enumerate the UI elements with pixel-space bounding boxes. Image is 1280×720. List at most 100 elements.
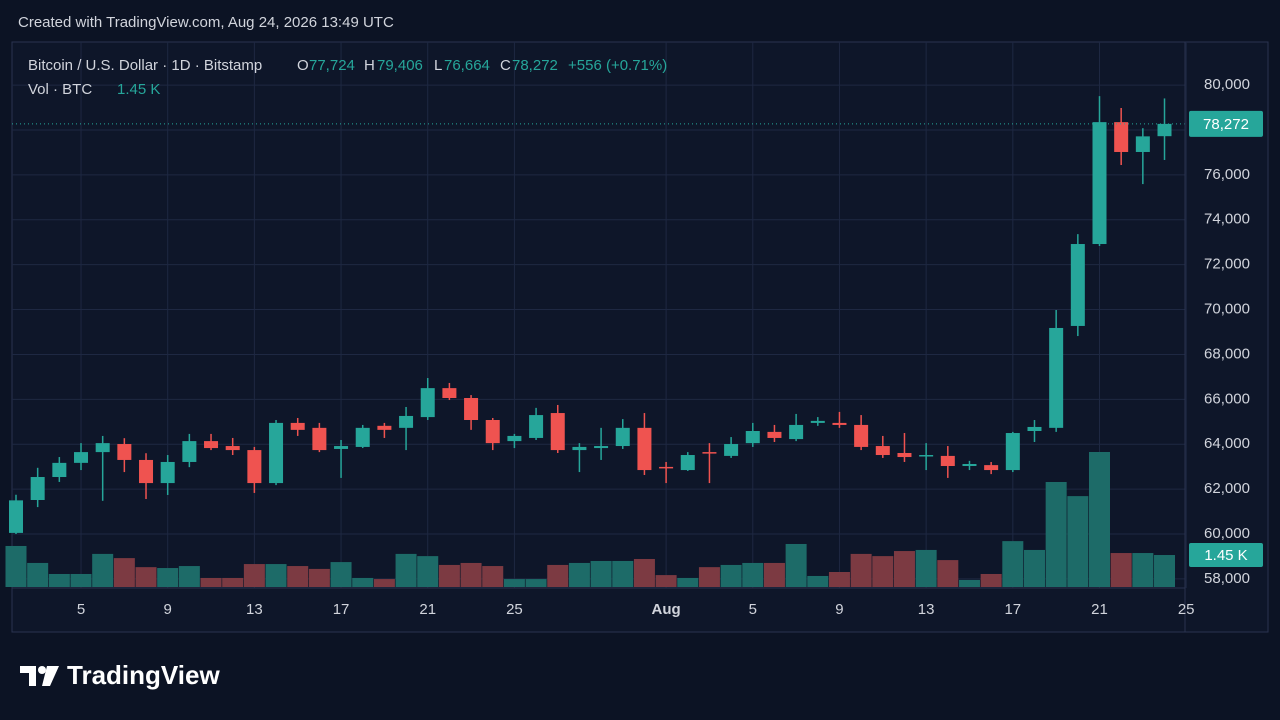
x-tick-label: 13 bbox=[918, 601, 935, 618]
y-tick-label: 74,000 bbox=[1204, 211, 1250, 228]
volume-bar bbox=[1089, 452, 1110, 587]
last-price-label: 78,272 bbox=[1203, 116, 1249, 133]
candle-body bbox=[550, 413, 565, 451]
y-tick-label: 72,000 bbox=[1204, 256, 1250, 273]
legend-high-label: H bbox=[364, 57, 375, 74]
volume-bar bbox=[980, 573, 1002, 587]
logo-mark bbox=[20, 666, 36, 686]
candle-body bbox=[507, 435, 522, 442]
candle-body bbox=[637, 427, 652, 471]
volume-bar bbox=[1067, 496, 1089, 587]
candle-body bbox=[745, 430, 760, 444]
volume-bar bbox=[828, 572, 850, 587]
volume-bar bbox=[807, 575, 829, 587]
volume-bar bbox=[373, 579, 395, 587]
candle-body bbox=[95, 443, 110, 453]
candle-body bbox=[9, 500, 23, 533]
volume-bar bbox=[525, 579, 547, 587]
volume-bar bbox=[5, 545, 27, 587]
candle-body bbox=[984, 465, 999, 471]
volume-bar bbox=[742, 562, 764, 587]
volume-bar bbox=[460, 562, 482, 587]
candle-body bbox=[1135, 136, 1150, 152]
volume-bar bbox=[178, 566, 200, 587]
candle-body bbox=[30, 477, 45, 500]
volume-bar bbox=[438, 564, 460, 587]
volume-bar bbox=[287, 566, 309, 587]
y-tick-label: 58,000 bbox=[1204, 570, 1250, 587]
volume-bar bbox=[872, 556, 894, 587]
x-tick-label: 25 bbox=[506, 601, 523, 618]
volume-bar bbox=[785, 543, 807, 587]
volume-bar bbox=[482, 566, 504, 587]
volume-bar bbox=[612, 560, 634, 587]
volume-bar bbox=[308, 568, 330, 587]
grid bbox=[12, 42, 1187, 588]
volume-bar bbox=[698, 567, 720, 587]
candle-body bbox=[615, 427, 630, 447]
candle-body bbox=[1049, 327, 1064, 428]
legend-high: 79,406 bbox=[377, 57, 423, 74]
volume-bar bbox=[720, 564, 742, 587]
volume-bar bbox=[48, 573, 70, 587]
candle-body bbox=[464, 398, 479, 420]
candle-body bbox=[182, 441, 197, 462]
legend-symbol: Bitcoin / U.S. Dollar · 1D · Bitstamp bbox=[28, 57, 262, 74]
caption: Created with TradingView.com, Aug 24, 20… bbox=[18, 14, 394, 31]
candle-body bbox=[204, 441, 219, 449]
candle-body bbox=[117, 444, 132, 460]
candle-body bbox=[139, 459, 154, 484]
candle-body bbox=[52, 462, 67, 478]
volume-bar bbox=[70, 573, 92, 587]
volume-bar bbox=[1110, 553, 1132, 587]
volume-bar bbox=[915, 549, 937, 587]
candle-body bbox=[875, 446, 890, 456]
volume-bar bbox=[568, 562, 590, 587]
candle-body bbox=[355, 427, 370, 447]
logo-mark bbox=[42, 666, 59, 686]
volume-bar bbox=[1002, 541, 1024, 587]
candle-body bbox=[420, 388, 435, 418]
legend-close: 78,272 bbox=[512, 57, 558, 74]
candle-body bbox=[1005, 433, 1020, 471]
volume-bar bbox=[1154, 555, 1176, 587]
candle-body bbox=[594, 446, 609, 449]
volume-bar bbox=[1023, 549, 1045, 587]
legend-volume: 1.45 K bbox=[117, 81, 160, 98]
legend-change: +556 (+0.71%) bbox=[568, 57, 667, 74]
legend-low: 76,664 bbox=[444, 57, 490, 74]
y-tick-label: 80,000 bbox=[1204, 76, 1250, 93]
axis-layer: 58,000 60,000 62,000 64,000 66,000 68,000 70,0… bbox=[77, 76, 1263, 618]
volume-bar bbox=[850, 553, 872, 587]
volume-bar bbox=[763, 562, 785, 587]
legend: Bitcoin / U.S. Dollar · 1D · Bitstamp O … bbox=[28, 57, 667, 98]
x-tick-label: 9 bbox=[835, 601, 843, 618]
candle-body bbox=[442, 388, 457, 399]
candle-body bbox=[572, 446, 587, 451]
candle-body bbox=[724, 444, 739, 456]
volume-bar bbox=[677, 577, 699, 587]
x-tick-label: 17 bbox=[1004, 601, 1021, 618]
volume-bar bbox=[200, 577, 222, 587]
legend-open-label: O bbox=[297, 57, 309, 74]
brand-logo: TradingView bbox=[20, 660, 220, 690]
candle-body bbox=[269, 422, 284, 484]
candle-body bbox=[854, 424, 869, 447]
candle-body bbox=[1070, 244, 1085, 326]
candle-body bbox=[312, 427, 327, 451]
y-tick-label: 60,000 bbox=[1204, 525, 1250, 542]
y-tick-label: 68,000 bbox=[1204, 345, 1250, 362]
last-price-tag bbox=[1189, 110, 1263, 137]
volume-bar bbox=[265, 564, 287, 587]
candle-body bbox=[247, 450, 262, 484]
candle-body bbox=[485, 419, 500, 444]
volume-value-label: 1.45 K bbox=[1204, 547, 1247, 564]
volume-bar bbox=[92, 553, 114, 587]
volume-bar bbox=[417, 556, 439, 587]
volume-tag bbox=[1189, 543, 1263, 568]
volume-bar bbox=[27, 562, 49, 587]
x-tick-label: 17 bbox=[333, 601, 350, 618]
volume-layer bbox=[5, 452, 1176, 587]
volume-bar bbox=[893, 551, 915, 587]
